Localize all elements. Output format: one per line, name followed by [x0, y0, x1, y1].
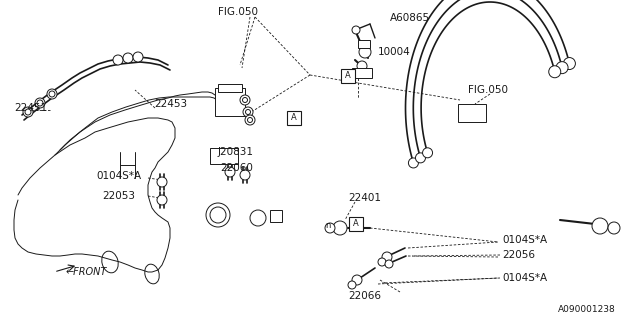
- Bar: [215, 88, 245, 116]
- Circle shape: [243, 107, 253, 117]
- Circle shape: [385, 260, 393, 268]
- Bar: [458, 104, 486, 122]
- Circle shape: [248, 117, 253, 123]
- Circle shape: [23, 107, 33, 117]
- Text: 22056: 22056: [502, 250, 535, 260]
- Text: 22451: 22451: [14, 103, 47, 113]
- Circle shape: [382, 252, 392, 262]
- Circle shape: [245, 115, 255, 125]
- Circle shape: [325, 223, 335, 233]
- Bar: [341, 69, 355, 83]
- Circle shape: [123, 53, 133, 63]
- Bar: [349, 217, 363, 231]
- Text: 22401: 22401: [348, 193, 381, 203]
- Text: 0104S*A: 0104S*A: [96, 171, 141, 181]
- Circle shape: [352, 26, 360, 34]
- Circle shape: [592, 218, 608, 234]
- Circle shape: [240, 95, 250, 105]
- Text: 0104S*A: 0104S*A: [502, 273, 547, 283]
- Circle shape: [113, 55, 123, 65]
- Text: 22053: 22053: [102, 191, 135, 201]
- Circle shape: [157, 195, 167, 205]
- Bar: [270, 210, 282, 222]
- Text: 22060: 22060: [220, 163, 253, 173]
- Circle shape: [359, 46, 371, 58]
- Text: A60865: A60865: [390, 13, 430, 23]
- Text: ←FRONT: ←FRONT: [66, 267, 108, 277]
- Text: FIG.050: FIG.050: [468, 85, 508, 95]
- Text: 22066: 22066: [348, 291, 381, 301]
- Circle shape: [250, 210, 266, 226]
- Text: 22453: 22453: [154, 99, 187, 109]
- Circle shape: [225, 167, 235, 177]
- Circle shape: [548, 66, 561, 78]
- Circle shape: [157, 177, 167, 187]
- Circle shape: [206, 203, 230, 227]
- Text: n: n: [325, 220, 331, 229]
- Text: A: A: [291, 114, 297, 123]
- Circle shape: [210, 207, 226, 223]
- Ellipse shape: [102, 251, 118, 273]
- Circle shape: [49, 91, 55, 97]
- Circle shape: [333, 221, 347, 235]
- Circle shape: [25, 109, 31, 115]
- Circle shape: [243, 98, 248, 102]
- Circle shape: [378, 258, 386, 266]
- Bar: [352, 68, 372, 78]
- Text: 0104S*A: 0104S*A: [502, 235, 547, 245]
- Circle shape: [408, 158, 419, 168]
- Circle shape: [563, 58, 575, 69]
- Bar: [287, 111, 301, 125]
- Circle shape: [37, 100, 43, 106]
- Circle shape: [246, 109, 250, 115]
- Bar: [218, 84, 242, 92]
- Ellipse shape: [145, 264, 159, 284]
- Circle shape: [608, 222, 620, 234]
- Circle shape: [47, 89, 57, 99]
- Circle shape: [240, 170, 250, 180]
- Circle shape: [357, 61, 367, 71]
- Circle shape: [352, 275, 362, 285]
- Circle shape: [415, 153, 426, 163]
- Text: J20831: J20831: [218, 147, 254, 157]
- Text: A: A: [345, 71, 351, 81]
- Circle shape: [35, 98, 45, 108]
- Bar: [210, 148, 238, 164]
- Circle shape: [348, 281, 356, 289]
- Circle shape: [556, 62, 568, 74]
- Text: FIG.050: FIG.050: [218, 7, 258, 17]
- Circle shape: [133, 52, 143, 62]
- Bar: [358, 40, 370, 48]
- Text: A: A: [353, 220, 359, 228]
- Text: A090001238: A090001238: [558, 306, 616, 315]
- Circle shape: [422, 148, 433, 158]
- Text: 10004: 10004: [378, 47, 411, 57]
